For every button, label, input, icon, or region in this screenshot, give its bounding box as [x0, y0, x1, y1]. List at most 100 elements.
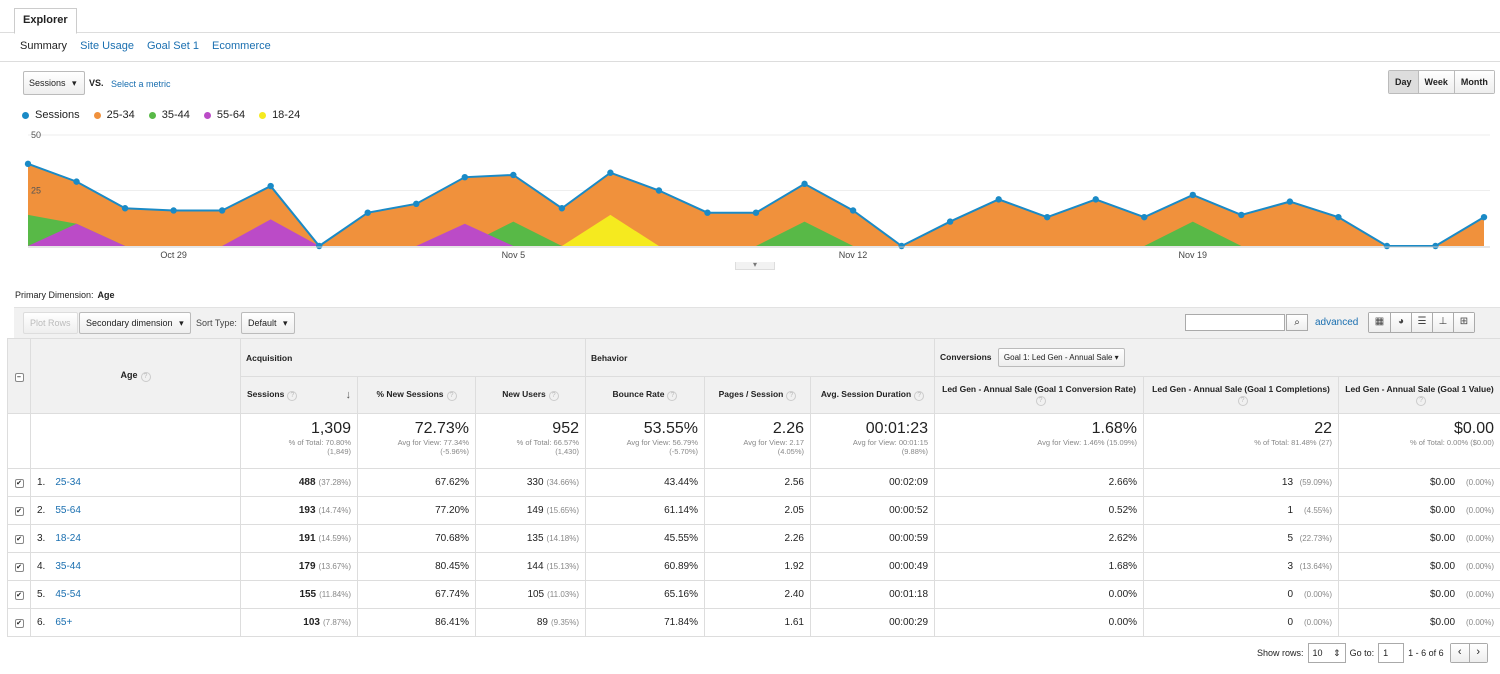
data-point — [801, 180, 808, 188]
table-search-input[interactable] — [1185, 314, 1285, 331]
age-link[interactable]: 45-54 — [55, 589, 81, 600]
minus-icon[interactable]: – — [14, 372, 24, 382]
legend-item-25-34[interactable]: 25-34 — [93, 109, 135, 121]
legend-item-sessions[interactable]: Sessions — [22, 109, 80, 121]
primary-dimension-value[interactable]: Age — [97, 290, 115, 300]
cell-avg-duration: 00:00:52 — [809, 496, 936, 525]
check-icon[interactable]: ✔ — [14, 591, 24, 600]
age-link[interactable]: 55-64 — [55, 505, 81, 516]
completions-value: 13 — [1281, 477, 1294, 488]
sort-type-select[interactable]: Default ▾ — [241, 312, 295, 334]
x-tick-label: Nov 12 — [839, 250, 868, 260]
performance-view-icon[interactable]: ☰ — [1411, 313, 1432, 332]
plot-rows-button[interactable]: Plot Rows — [23, 312, 78, 334]
period-day-button[interactable]: Day — [1389, 71, 1418, 93]
row-index: 3. — [37, 533, 46, 544]
advanced-filter-link[interactable]: advanced — [1315, 317, 1359, 328]
col-goal-completions[interactable]: Led Gen - Annual Sale (Goal 1 Completion… — [1143, 376, 1340, 414]
row-checkbox[interactable]: ✔ — [7, 608, 31, 637]
goal-value-pct: (0.00%) — [1466, 562, 1495, 571]
new-users-value: 89 — [536, 617, 548, 628]
y-tick-label: 50 — [31, 130, 41, 140]
period-month-button[interactable]: Month — [1453, 71, 1494, 93]
legend-item-35-44[interactable]: 35-44 — [148, 109, 190, 121]
primary-dimension-label: Primary Dimension: — [15, 290, 94, 300]
row-checkbox[interactable]: ✔ — [7, 496, 31, 525]
search-icon[interactable]: ⌕ — [1286, 314, 1308, 331]
help-icon[interactable]: ? — [786, 391, 797, 401]
data-view-icon[interactable]: ▦ — [1369, 313, 1390, 332]
completions-value: 0 — [1287, 617, 1294, 628]
legend-item-55-64[interactable]: 55-64 — [203, 109, 245, 121]
cell-avg-duration: 00:00:29 — [809, 608, 936, 637]
cell-conversion-rate: 0.00% — [934, 580, 1145, 609]
show-rows-select[interactable]: 10 ⇕ — [1307, 643, 1346, 663]
age-link[interactable]: 35-44 — [55, 561, 81, 572]
completions-pct: (0.00%) — [1304, 590, 1333, 599]
pie-view-icon[interactable]: ◕ — [1390, 313, 1411, 332]
check-icon[interactable]: ✔ — [14, 479, 24, 488]
comparison-view-icon[interactable]: ⊥ — [1432, 313, 1453, 332]
legend-item-18-24[interactable]: 18-24 — [259, 109, 300, 121]
help-icon[interactable]: ? — [914, 391, 925, 401]
cell-new-users: 135 (14.18%) — [475, 524, 586, 553]
goto-input[interactable]: 1 — [1378, 643, 1405, 663]
help-icon[interactable]: ? — [548, 391, 559, 401]
sessions-area-chart[interactable]: 50 25 Oct 29 Nov 5 Nov 12 Nov 19 — [0, 125, 1500, 262]
col-pages-session[interactable]: Pages / Session? — [704, 376, 811, 414]
check-icon[interactable]: ✔ — [14, 507, 24, 516]
select-metric-link[interactable]: Select a metric — [111, 79, 171, 89]
subtab-goal-set-1[interactable]: Goal Set 1 — [147, 40, 199, 52]
row-checkbox[interactable]: ✔ — [7, 580, 31, 609]
subtab-summary[interactable]: Summary — [20, 40, 68, 52]
data-point — [461, 173, 468, 181]
goal-select[interactable]: Goal 1: Led Gen - Annual Sale ▾ — [997, 348, 1125, 367]
age-link[interactable]: 18-24 — [55, 533, 81, 544]
tab-explorer[interactable]: Explorer — [14, 8, 77, 34]
col-sessions[interactable]: Sessions? ↓ — [240, 376, 358, 414]
cell-sessions: 488 (37.28%) — [240, 468, 358, 497]
subtab-site-usage[interactable]: Site Usage — [80, 40, 134, 52]
cell-completions: 0 (0.00%) — [1143, 580, 1340, 609]
col-goal-value[interactable]: Led Gen - Annual Sale (Goal 1 Value)? — [1338, 376, 1500, 414]
col-goal-conversion-rate[interactable]: Led Gen - Annual Sale (Goal 1 Conversion… — [934, 376, 1145, 414]
total-value: 1.68% — [1091, 420, 1138, 437]
help-icon[interactable]: ? — [287, 391, 298, 401]
metric-select[interactable]: Sessions ▾ — [23, 71, 85, 95]
row-checkbox[interactable]: ✔ — [7, 552, 31, 581]
chart-collapse-handle[interactable]: ▾ — [735, 261, 775, 270]
row-checkbox[interactable]: ✔ — [7, 468, 31, 497]
prev-page-icon[interactable]: ‹ — [1450, 644, 1469, 662]
chart-legend: Sessions 25-34 35-44 55-64 18-24 — [22, 109, 314, 121]
collapse-all-checkbox[interactable]: – — [7, 338, 31, 414]
col-avg-session-duration[interactable]: Avg. Session Duration? — [809, 376, 936, 414]
total-value: 53.55% — [643, 420, 698, 437]
help-icon[interactable]: ? — [140, 372, 151, 382]
period-week-button[interactable]: Week — [1417, 71, 1454, 93]
updown-icon: ⇕ — [1333, 648, 1341, 658]
check-icon[interactable]: ✔ — [14, 563, 24, 572]
help-icon[interactable]: ? — [446, 391, 457, 401]
col-new-sessions[interactable]: % New Sessions? — [357, 376, 476, 414]
check-icon[interactable]: ✔ — [14, 619, 24, 628]
row-dimension: 5. 45-54 — [30, 580, 241, 609]
next-page-icon[interactable]: › — [1468, 644, 1487, 662]
goal-value: $0.00 — [1430, 617, 1456, 628]
pivot-view-icon[interactable]: ⊞ — [1453, 313, 1474, 332]
subtab-ecommerce[interactable]: Ecommerce — [212, 40, 271, 52]
check-icon[interactable]: ✔ — [14, 535, 24, 544]
row-checkbox[interactable]: ✔ — [7, 524, 31, 553]
legend-dot — [148, 111, 156, 119]
secondary-dimension-select[interactable]: Secondary dimension ▾ — [79, 312, 191, 334]
legend-dot — [259, 111, 267, 119]
help-icon[interactable]: ? — [1237, 396, 1248, 406]
help-icon[interactable]: ? — [1416, 396, 1427, 406]
age-link[interactable]: 65+ — [55, 617, 73, 628]
col-new-users[interactable]: New Users? — [475, 376, 586, 414]
age-link[interactable]: 25-34 — [55, 477, 81, 488]
help-icon[interactable]: ? — [1035, 396, 1046, 406]
cell-goal-value: $0.00 (0.00%) — [1338, 552, 1500, 581]
col-bounce-rate[interactable]: Bounce Rate? — [585, 376, 705, 414]
dimension-header[interactable]: Age? — [30, 338, 241, 414]
help-icon[interactable]: ? — [667, 391, 678, 401]
